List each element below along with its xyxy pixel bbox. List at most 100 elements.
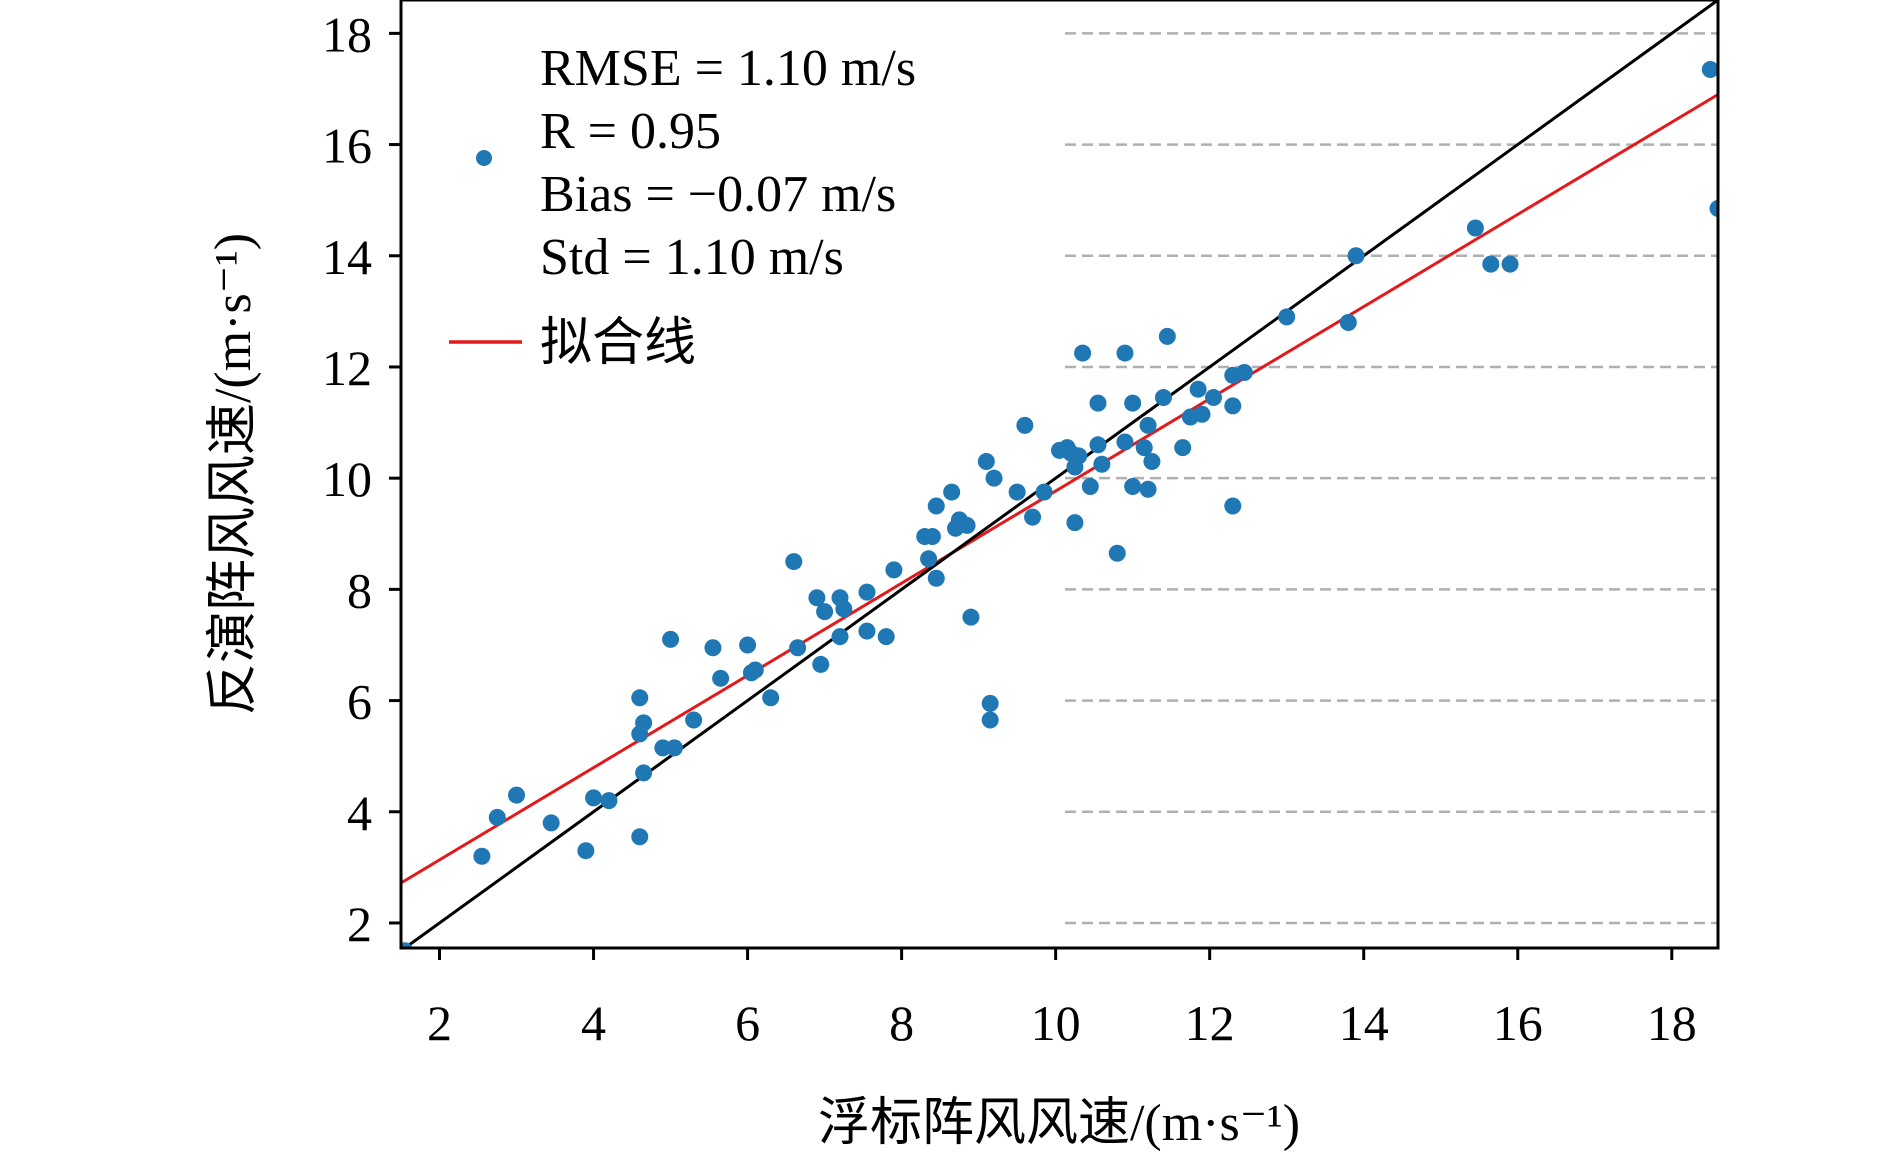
data-point bbox=[1278, 308, 1296, 326]
data-point bbox=[1143, 452, 1161, 470]
data-point bbox=[1235, 364, 1253, 382]
data-point bbox=[704, 639, 722, 657]
data-point bbox=[1501, 255, 1519, 273]
data-point bbox=[1347, 247, 1365, 265]
legend-scatter-marker bbox=[476, 150, 492, 166]
stats-annotation: RMSE = 1.10 m/s R = 0.95 Bias = −0.07 m/… bbox=[540, 40, 916, 286]
y-tick-label: 10 bbox=[322, 451, 372, 507]
legend: 拟合线 bbox=[449, 150, 696, 372]
data-point bbox=[739, 636, 757, 654]
data-point bbox=[1016, 416, 1034, 434]
fit-line bbox=[401, 93, 1718, 885]
data-point bbox=[1124, 478, 1142, 496]
data-point bbox=[635, 714, 653, 732]
data-point bbox=[1070, 447, 1088, 465]
y-tick-label: 14 bbox=[322, 229, 372, 285]
data-point bbox=[665, 739, 683, 757]
plot-frame bbox=[399, 0, 1720, 950]
data-point bbox=[985, 469, 1003, 487]
data-point bbox=[1008, 483, 1026, 501]
x-tick-label: 8 bbox=[889, 995, 914, 1051]
data-point bbox=[600, 792, 618, 810]
x-tick-label: 4 bbox=[581, 995, 606, 1051]
x-tick-label: 10 bbox=[1031, 995, 1081, 1051]
data-point bbox=[885, 561, 903, 579]
data-point bbox=[631, 689, 649, 707]
data-point bbox=[1035, 483, 1053, 501]
data-point bbox=[473, 847, 491, 865]
data-layer bbox=[401, 0, 1718, 948]
data-point bbox=[1466, 219, 1484, 237]
data-point bbox=[1089, 394, 1107, 412]
data-point bbox=[542, 814, 560, 832]
data-point bbox=[1074, 344, 1092, 362]
x-tick-label: 16 bbox=[1493, 995, 1543, 1051]
data-point bbox=[962, 608, 980, 626]
x-tick-label: 2 bbox=[427, 995, 452, 1051]
legend-fit-line-label: 拟合线 bbox=[540, 315, 696, 372]
data-point bbox=[958, 516, 976, 534]
axis-ticks: 2 4 6 8 10 12 14 16 18 2 4 6 8 10 12 14 16 18 bbox=[322, 6, 1697, 1051]
data-point bbox=[1024, 508, 1042, 526]
data-point bbox=[858, 622, 876, 640]
data-point bbox=[785, 553, 803, 571]
data-point bbox=[1066, 514, 1084, 532]
data-point bbox=[789, 639, 807, 657]
data-point bbox=[401, 942, 413, 948]
data-point bbox=[1139, 480, 1157, 498]
stat-rmse: RMSE = 1.10 m/s bbox=[540, 40, 916, 97]
data-point bbox=[635, 764, 653, 782]
stat-std: Std = 1.10 m/s bbox=[540, 229, 844, 286]
y-tick-label: 16 bbox=[322, 118, 372, 174]
data-point bbox=[1193, 405, 1211, 423]
data-point bbox=[577, 842, 595, 860]
data-point bbox=[1158, 327, 1176, 345]
data-point bbox=[927, 497, 945, 515]
data-point bbox=[762, 689, 780, 707]
data-point bbox=[1189, 380, 1207, 398]
data-point bbox=[712, 669, 730, 687]
y-tick-label: 2 bbox=[347, 896, 372, 952]
data-point bbox=[1174, 439, 1192, 457]
data-point bbox=[858, 583, 876, 601]
data-point bbox=[1081, 478, 1099, 496]
data-point bbox=[1089, 436, 1107, 454]
y-tick-label: 4 bbox=[347, 785, 372, 841]
data-point bbox=[981, 711, 999, 729]
data-point bbox=[1108, 544, 1126, 562]
x-tick-label: 18 bbox=[1647, 995, 1697, 1051]
data-point bbox=[812, 655, 830, 673]
data-point bbox=[508, 786, 526, 804]
stat-r: R = 0.95 bbox=[540, 103, 721, 160]
data-point bbox=[977, 452, 995, 470]
data-point bbox=[631, 828, 649, 846]
data-point bbox=[1224, 497, 1242, 515]
data-point bbox=[920, 550, 938, 568]
data-point bbox=[981, 694, 999, 712]
data-point bbox=[1482, 255, 1500, 273]
data-point bbox=[816, 603, 834, 621]
y-tick-label: 18 bbox=[322, 6, 372, 62]
data-point bbox=[1116, 433, 1134, 451]
data-point bbox=[1116, 344, 1134, 362]
horizontal-gridlines bbox=[1065, 32, 1718, 925]
data-point bbox=[1339, 313, 1357, 331]
data-point bbox=[835, 600, 853, 618]
x-tick-label: 14 bbox=[1339, 995, 1389, 1051]
data-point bbox=[927, 569, 945, 587]
data-point bbox=[1124, 394, 1142, 412]
data-point bbox=[662, 630, 680, 648]
y-axis-title: 反演阵风风速/(m·s⁻¹) bbox=[205, 233, 262, 715]
data-point bbox=[1093, 455, 1111, 473]
data-point bbox=[831, 628, 849, 646]
data-point bbox=[1701, 61, 1718, 78]
x-axis-title: 浮标阵风风速/(m·s⁻¹) bbox=[818, 1095, 1300, 1152]
x-tick-label: 6 bbox=[735, 995, 760, 1051]
y-tick-label: 12 bbox=[322, 340, 372, 396]
data-point bbox=[1205, 389, 1223, 407]
one-to-one-line bbox=[402, 0, 1718, 948]
data-point bbox=[1224, 397, 1242, 415]
data-point bbox=[488, 808, 506, 826]
y-tick-label: 8 bbox=[347, 562, 372, 618]
